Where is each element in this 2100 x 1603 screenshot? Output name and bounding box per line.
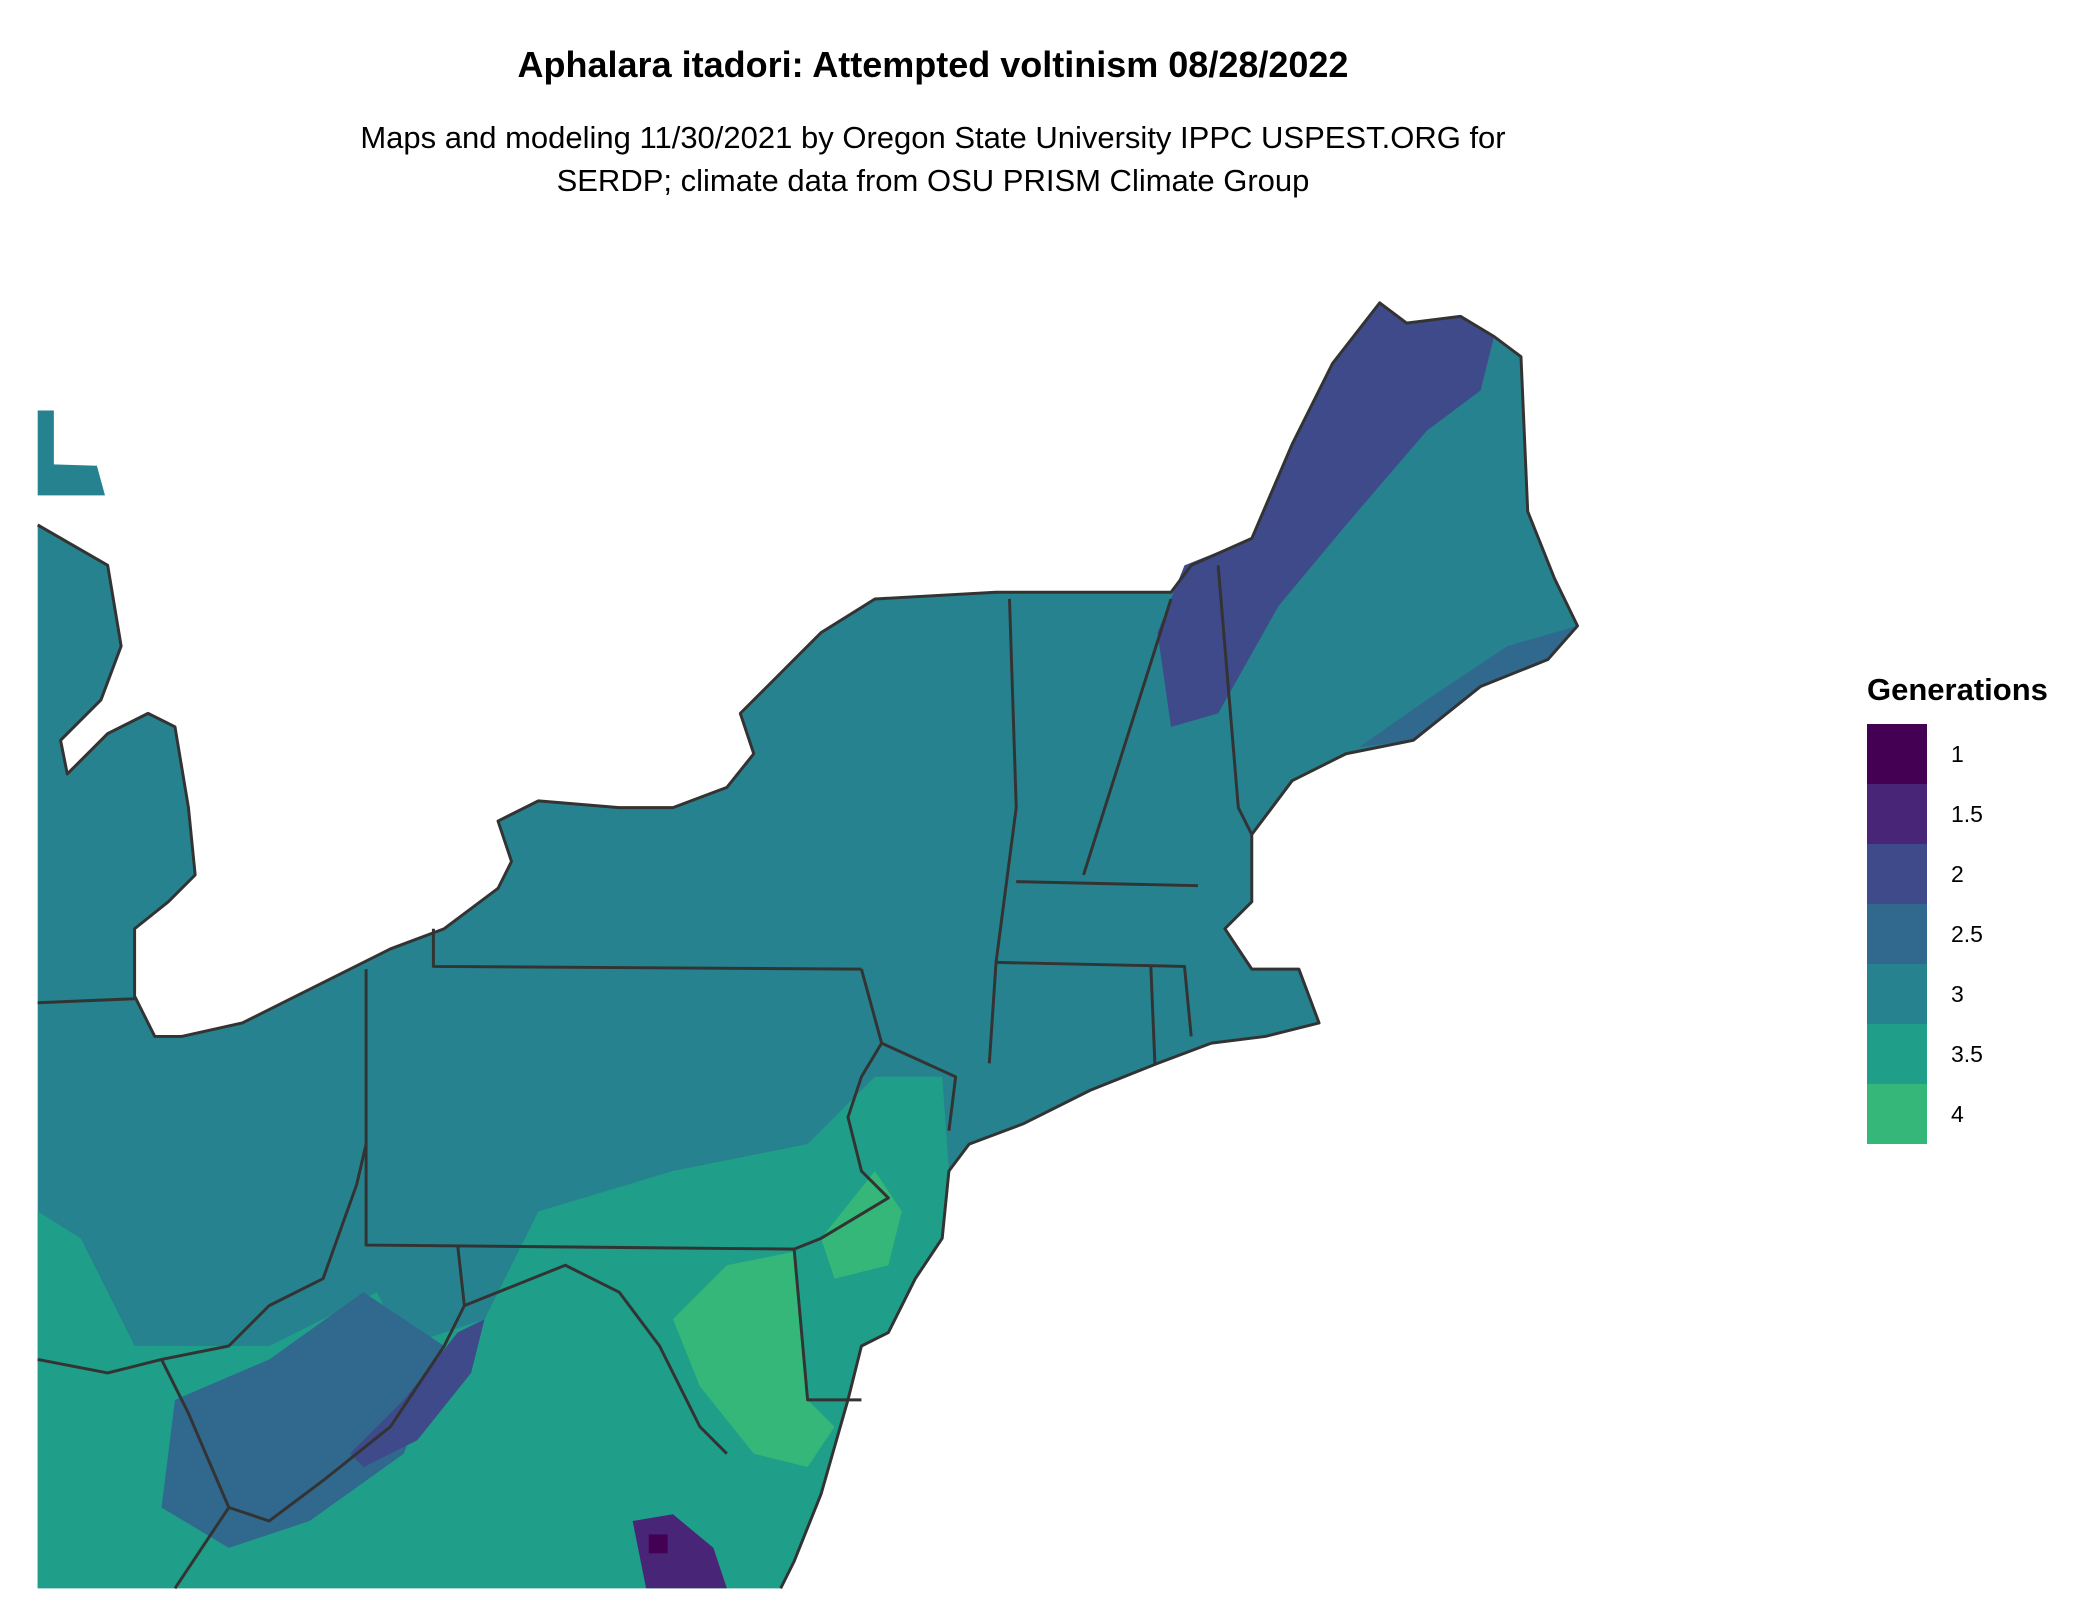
legend-item: 2 bbox=[1867, 844, 2048, 904]
border-va-wv bbox=[228, 1304, 466, 1523]
border-ma-north bbox=[1016, 880, 1198, 888]
map-subtitle: Maps and modeling 11/30/2021 by Oregon S… bbox=[0, 116, 1866, 202]
border-de-md bbox=[792, 1248, 862, 1402]
legend-item: 1.5 bbox=[1867, 784, 2048, 844]
legend-swatch bbox=[1867, 964, 1927, 1024]
legend-title: Generations bbox=[1867, 672, 2048, 707]
legend-label: 3 bbox=[1951, 980, 1964, 1007]
region-4-generations-chesapeake bbox=[673, 1251, 835, 1468]
subtitle-line-1: Maps and modeling 11/30/2021 by Oregon S… bbox=[360, 120, 1506, 155]
legend-label: 1.5 bbox=[1951, 800, 1983, 827]
border-ky-va bbox=[160, 1358, 231, 1590]
border-pa-nj bbox=[793, 968, 890, 1251]
border-ny-pa bbox=[431, 928, 862, 971]
legend-swatch bbox=[1867, 1084, 1927, 1144]
subtitle-line-2: SERDP; climate data from OSU PRISM Clima… bbox=[556, 163, 1310, 198]
region-2-5-generations-maine-coast bbox=[1359, 625, 1578, 748]
legend-label: 2 bbox=[1951, 860, 1964, 887]
legend-swatch bbox=[1867, 1024, 1927, 1084]
map-title: Aphalara itadori: Attempted voltinism 08… bbox=[517, 44, 1349, 85]
legend-item: 3.5 bbox=[1867, 1024, 2048, 1084]
coastline-outline bbox=[36, 301, 1579, 1589]
legend-label: 3.5 bbox=[1951, 1040, 1983, 1067]
border-nj-ny bbox=[881, 1041, 958, 1131]
legend-swatch bbox=[1867, 784, 1927, 844]
region-1-5-generations-virginia bbox=[632, 1514, 727, 1589]
region-1-generation-spot bbox=[648, 1534, 668, 1554]
state-borders bbox=[36, 301, 1579, 1590]
legend-item: 1 bbox=[1867, 724, 2048, 784]
border-nh-me bbox=[1216, 565, 1254, 836]
legend-swatch bbox=[1867, 724, 1927, 784]
legend-item: 2.5 bbox=[1867, 904, 2048, 964]
border-vt-nh bbox=[1082, 598, 1173, 876]
region-2-generations-appalachian bbox=[349, 1319, 485, 1468]
legend-label: 1 bbox=[1951, 740, 1964, 767]
legend-swatch bbox=[1867, 844, 1927, 904]
border-mi-oh bbox=[37, 997, 135, 1005]
border-ohio-river bbox=[37, 1143, 368, 1375]
legend-item: 4 bbox=[1867, 1084, 2048, 1144]
legend-items: 1 1.5 2 2.5 3 3.5 4 bbox=[1867, 724, 2048, 1144]
legend-label: 2.5 bbox=[1951, 920, 1983, 947]
legend-item: 3 bbox=[1867, 964, 2048, 1024]
region-2-generations-maine bbox=[1157, 302, 1495, 727]
region-4-generations-nj bbox=[821, 1171, 902, 1279]
border-ct-ri bbox=[1149, 966, 1157, 1064]
legend-label: 4 bbox=[1951, 1100, 1964, 1127]
region-2-5-generations-wv bbox=[161, 1292, 445, 1548]
border-pa-west bbox=[364, 969, 795, 1251]
border-ny-vt bbox=[987, 598, 1018, 1064]
legend-swatch bbox=[1867, 904, 1927, 964]
land-upper-peninsula bbox=[37, 410, 105, 496]
border-ct-ma-ri bbox=[996, 960, 1193, 1037]
legend: Generations 1 1.5 2 2.5 3 3.5 4 bbox=[1867, 672, 2048, 1144]
